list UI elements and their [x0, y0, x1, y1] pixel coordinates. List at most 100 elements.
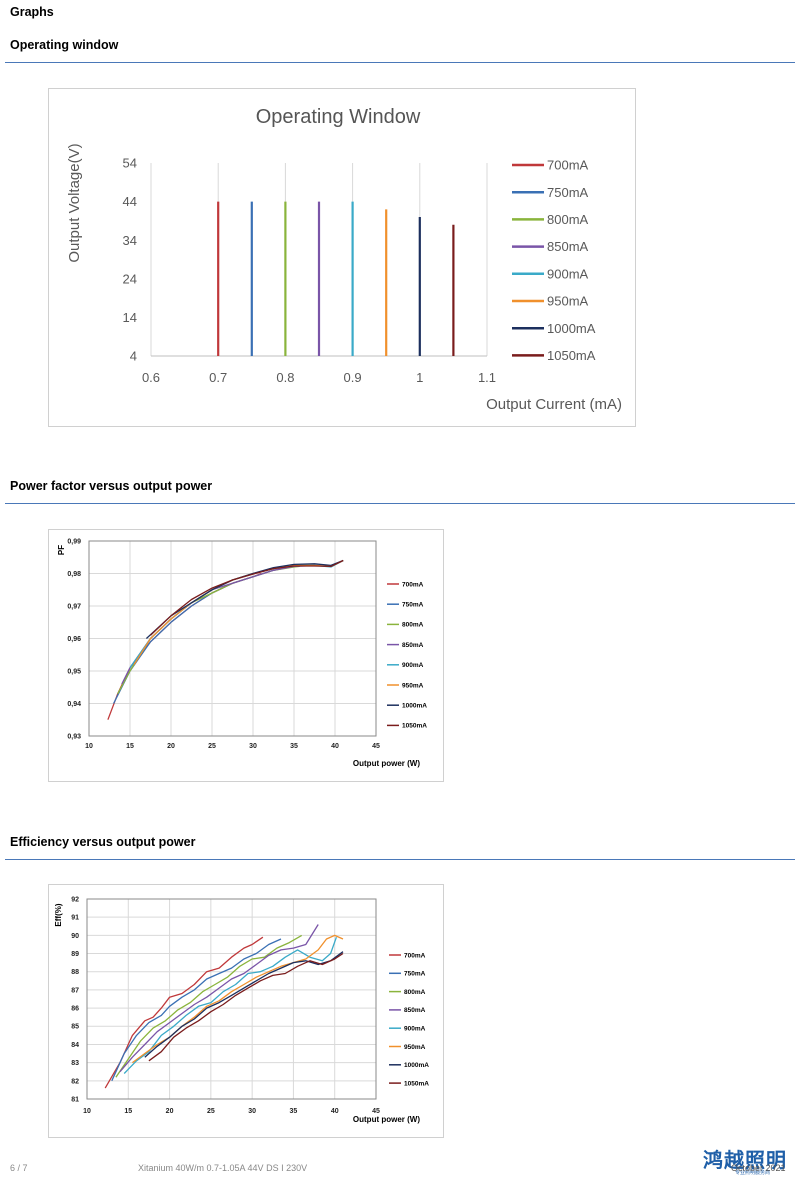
- section-divider: [5, 503, 795, 504]
- series-750ma-legend-label: 750mA: [547, 185, 589, 200]
- series-700ma-legend-label: 700mA: [547, 158, 589, 173]
- x-tick-label: 10: [85, 743, 93, 750]
- y-tick-label: 81: [71, 1096, 79, 1103]
- y-tick-label: 0,97: [67, 603, 81, 610]
- footer-product-name: Xitanium 40W/m 0.7-1.05A 44V DS I 230V: [138, 1163, 308, 1173]
- series-950ma-legend-label: 950mA: [402, 682, 424, 689]
- series-850ma-line: [121, 564, 319, 685]
- operating-window-chart: 0.6 0.7 0.8 0.9 1 1.1 4 14 24 34 44 54 Operating Win…: [66, 106, 622, 413]
- series-1050ma-line: [148, 952, 344, 1062]
- x-tick-label: 15: [126, 743, 134, 750]
- y-axis-title: Eff(%): [54, 903, 63, 926]
- series-1050ma-legend-label: 1050mA: [547, 348, 596, 363]
- x-tick-label: 0.9: [344, 370, 362, 385]
- x-axis-title: Output Current (mA): [486, 396, 622, 413]
- y-tick-label: 86: [71, 1006, 79, 1013]
- y-tick-label: 91: [71, 915, 79, 922]
- x-tick-label: 20: [167, 743, 175, 750]
- y-tick-label: 54: [123, 156, 137, 171]
- y-tick-label: 0,98: [67, 571, 81, 578]
- operating-window-chart-frame: 0.6 0.7 0.8 0.9 1 1.1 4 14 24 34 44 54 Operating Win…: [48, 88, 636, 427]
- series-950ma-line: [132, 934, 344, 1064]
- y-tick-label: 0,93: [67, 733, 81, 740]
- plot-area-border: [88, 540, 377, 737]
- page-section-title: Graphs: [10, 5, 54, 19]
- series-850ma-legend-label: 850mA: [402, 642, 424, 649]
- x-tick-label: 35: [290, 743, 298, 750]
- section-title-efficiency: Efficiency versus output power: [10, 835, 196, 849]
- series-800ma-legend-label: 800mA: [547, 212, 589, 227]
- x-tick-label: 20: [166, 1108, 174, 1115]
- y-tick-label: 90: [71, 933, 79, 940]
- x-tick-label: 45: [372, 1108, 380, 1115]
- y-tick-label: 0,95: [67, 668, 81, 675]
- series-850ma-line: [119, 924, 319, 1073]
- x-tick-label: 0.8: [276, 370, 294, 385]
- efficiency-chart-frame: 10 15 20 25 30 35 40 45 81 82 83 84 85 86 87 88 89 90 91 92…: [48, 884, 444, 1138]
- y-axis-title: PF: [57, 545, 66, 555]
- series-1000ma-line: [145, 559, 344, 639]
- y-tick-label: 89: [71, 951, 79, 958]
- series-1000ma-line: [144, 951, 344, 1058]
- x-tick-label: 45: [372, 743, 380, 750]
- y-tick-label: 0,99: [67, 538, 81, 545]
- y-tick-label: 83: [71, 1060, 79, 1067]
- footer-page-number: 6 / 7: [10, 1163, 28, 1173]
- chart-title: Operating Window: [256, 106, 421, 128]
- series-750ma-legend-label: 750mA: [402, 601, 424, 608]
- section-divider: [5, 62, 795, 63]
- y-tick-label: 87: [71, 987, 79, 994]
- y-tick-label: 88: [71, 969, 79, 976]
- x-tick-label: 40: [331, 743, 339, 750]
- series-800ma-legend-label: 800mA: [404, 989, 426, 996]
- x-tick-label: 15: [124, 1108, 132, 1115]
- y-tick-label: 34: [123, 233, 137, 248]
- series-750ma-line: [111, 938, 282, 1082]
- x-tick-label: 35: [290, 1108, 298, 1115]
- power-factor-chart: 10 15 20 25 30 35 40 45 0,93 0,94 0,95 0,96 0,97 0,98…: [57, 538, 427, 768]
- series-800ma-line: [117, 565, 300, 695]
- plot-area-border: [86, 898, 377, 1100]
- series-1000ma-legend-label: 1000mA: [402, 702, 427, 709]
- section-title-power-factor: Power factor versus output power: [10, 479, 213, 493]
- y-tick-label: 4: [130, 349, 137, 364]
- series-700ma-line: [104, 936, 264, 1089]
- series-950ma-legend-label: 950mA: [404, 1044, 426, 1051]
- series-900ma-line: [129, 559, 344, 669]
- series-800ma-line: [115, 934, 303, 1078]
- series-700ma-line: [107, 572, 262, 720]
- x-tick-label: 1.1: [478, 370, 496, 385]
- series-900ma-legend-label: 900mA: [404, 1025, 426, 1032]
- y-tick-label: 82: [71, 1078, 79, 1085]
- footer-date: October 2021: [731, 1163, 786, 1173]
- series-800ma-legend-label: 800mA: [402, 622, 424, 629]
- series-1000ma-legend-label: 1000mA: [404, 1062, 429, 1069]
- x-tick-label: 40: [331, 1108, 339, 1115]
- y-tick-label: 92: [71, 896, 79, 903]
- x-tick-label: 30: [248, 1108, 256, 1115]
- x-tick-label: 1: [416, 370, 423, 385]
- y-tick-label: 85: [71, 1024, 79, 1031]
- series-700ma-legend-label: 700mA: [402, 581, 424, 588]
- y-tick-label: 14: [123, 310, 137, 325]
- efficiency-chart: 10 15 20 25 30 35 40 45 81 82 83 84 85 86 87 88 89 90 91 92…: [54, 896, 429, 1124]
- y-tick-label: 44: [123, 194, 137, 209]
- series-900ma-legend-label: 900mA: [402, 662, 424, 669]
- x-tick-label: 0.7: [209, 370, 227, 385]
- series-1050ma-legend-label: 1050mA: [402, 723, 427, 730]
- company-logo-subtitle: 专业照明服务商: [735, 1170, 771, 1176]
- series-850ma-legend-label: 850mA: [404, 1007, 426, 1014]
- series-900ma-legend-label: 900mA: [547, 266, 589, 281]
- company-logo: 鸿越照明: [703, 1148, 787, 1172]
- series-750ma-line: [113, 567, 282, 704]
- section-divider: [5, 859, 795, 860]
- x-tick-label: 10: [83, 1108, 91, 1115]
- y-tick-label: 24: [123, 271, 137, 286]
- y-tick-label: 0,96: [67, 636, 81, 643]
- y-axis-title: Output Voltage(V): [66, 143, 83, 262]
- series-700ma-legend-label: 700mA: [404, 952, 426, 959]
- series-1050ma-legend-label: 1050mA: [404, 1080, 429, 1087]
- y-tick-label: 84: [71, 1042, 79, 1049]
- series-750ma-legend-label: 750mA: [404, 971, 426, 978]
- x-tick-label: 25: [207, 1108, 215, 1115]
